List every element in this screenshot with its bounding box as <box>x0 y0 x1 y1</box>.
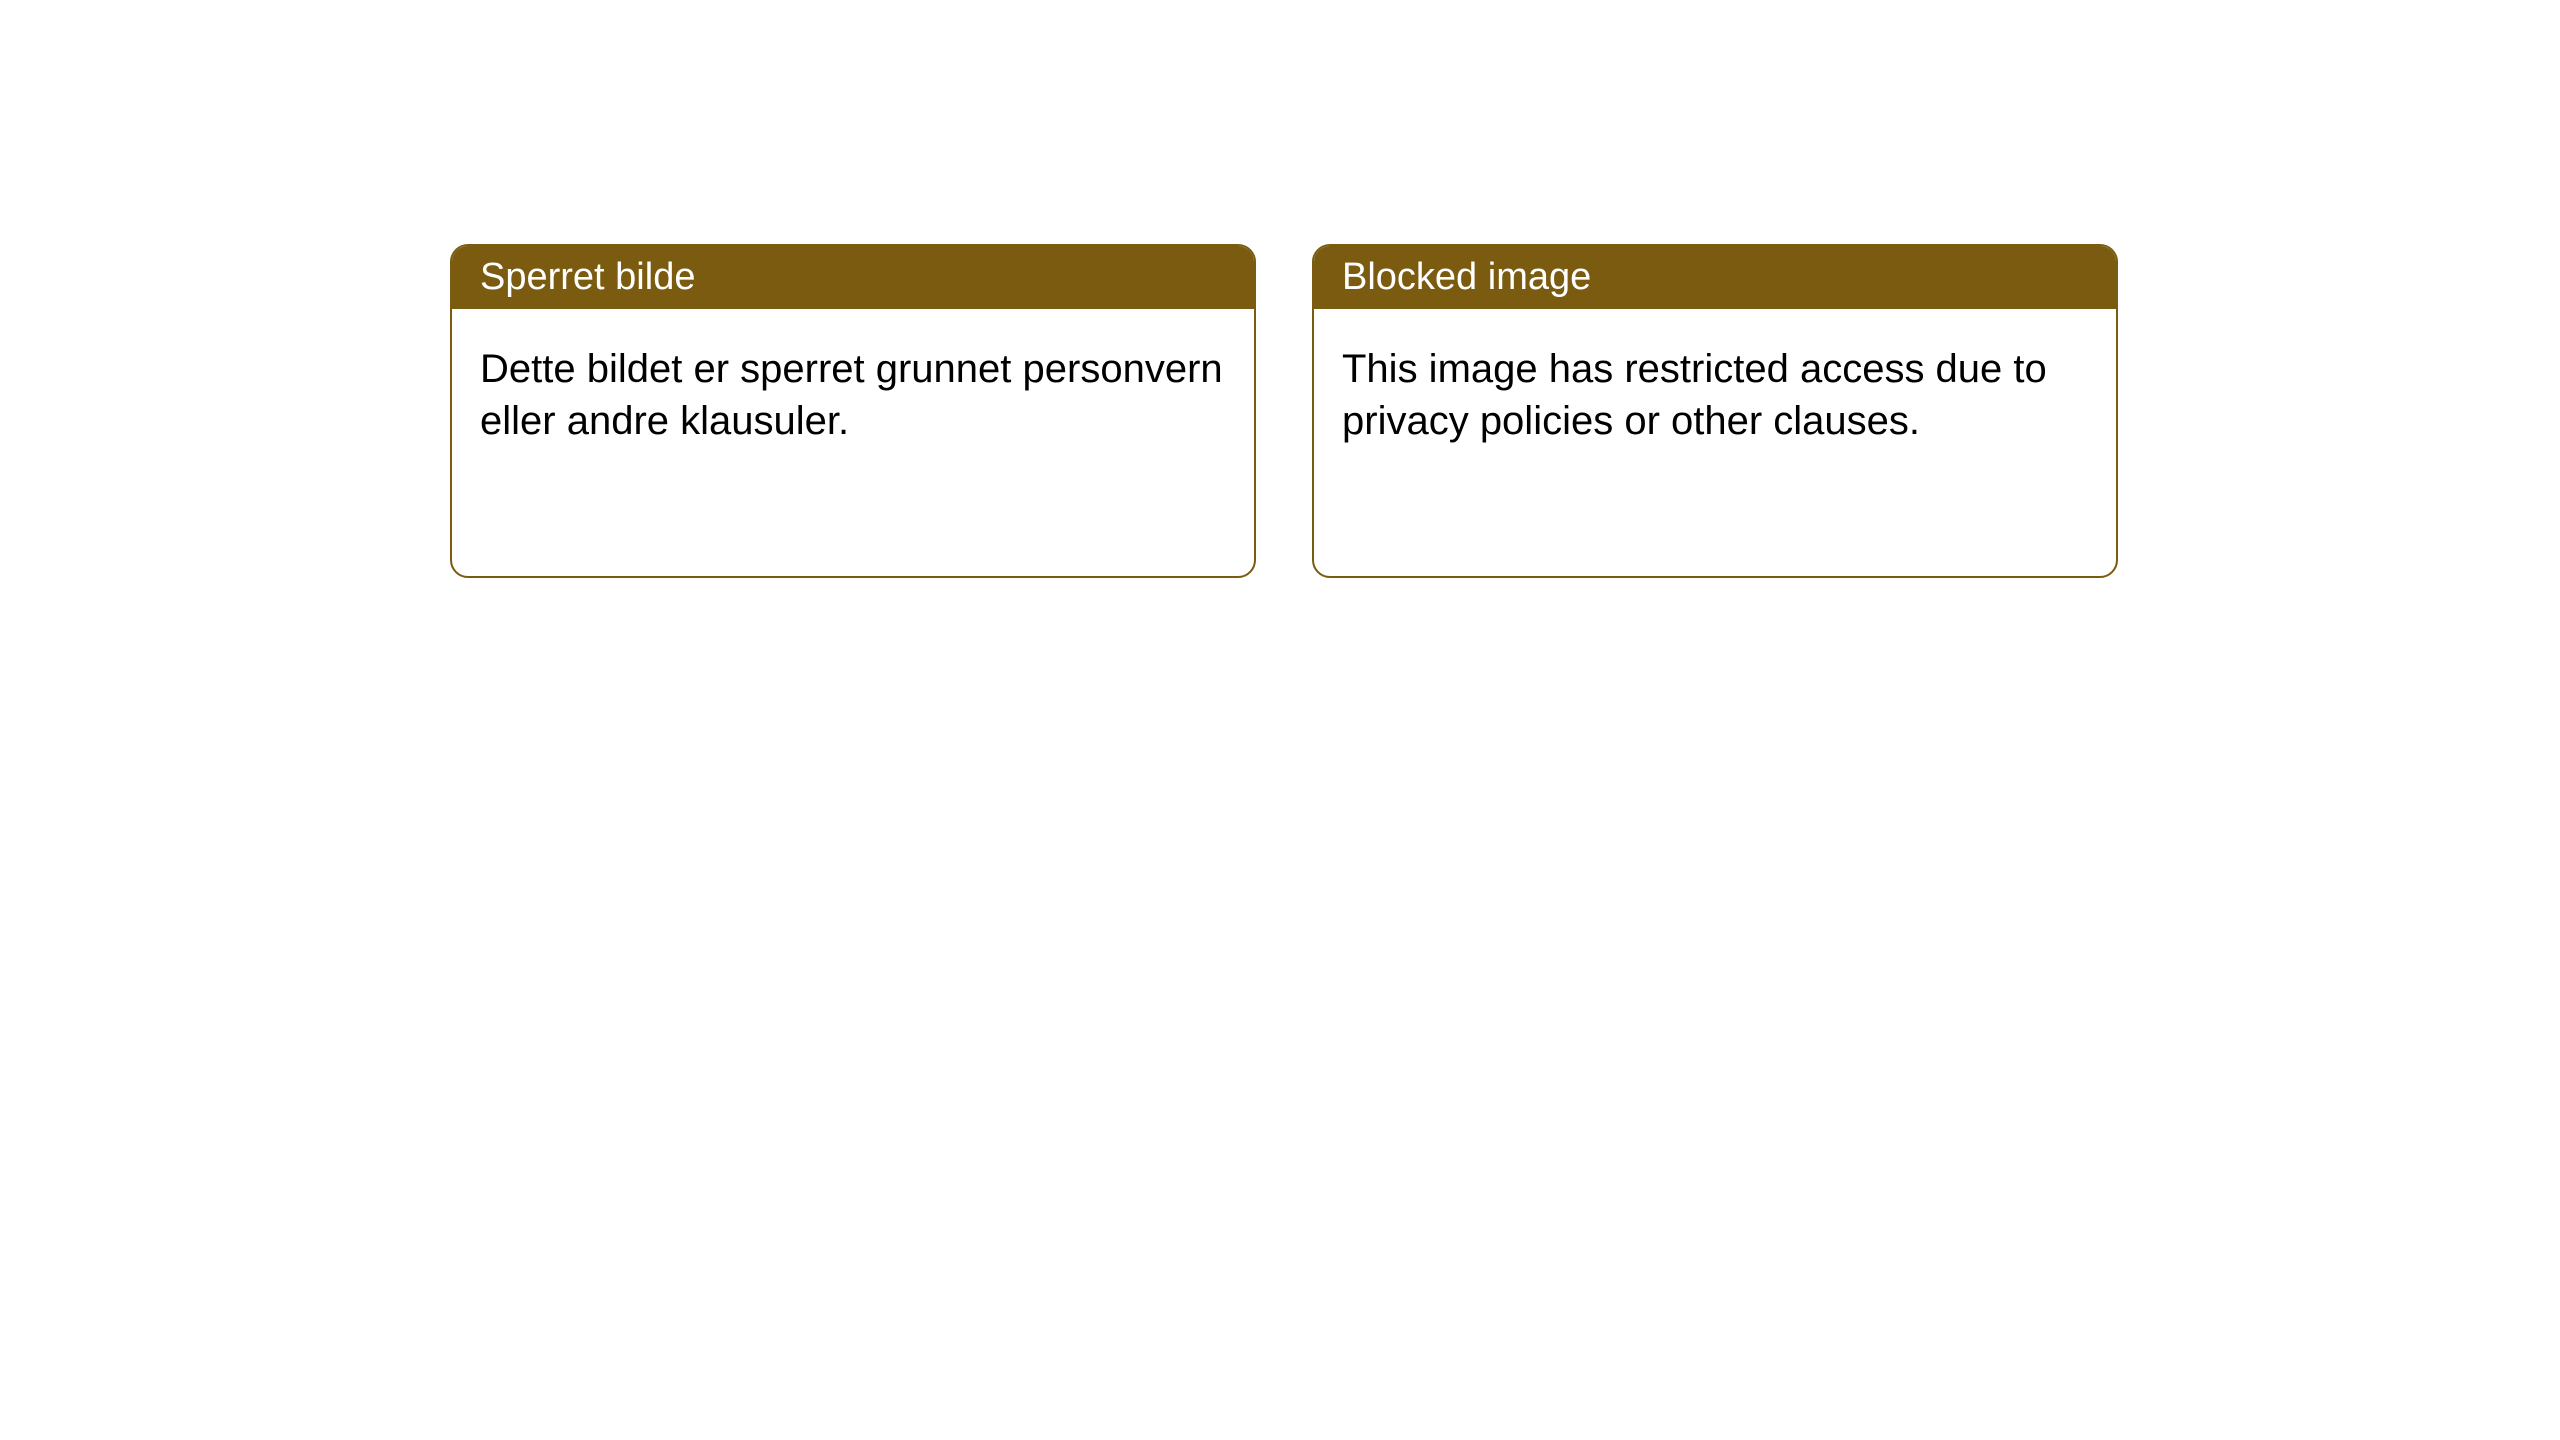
card-header-no: Sperret bilde <box>452 246 1254 309</box>
card-body-text-en: This image has restricted access due to … <box>1342 347 2047 443</box>
blocked-image-card-en: Blocked image This image has restricted … <box>1312 244 2118 578</box>
card-body-no: Dette bildet er sperret grunnet personve… <box>452 309 1254 481</box>
card-body-en: This image has restricted access due to … <box>1314 309 2116 481</box>
card-title-en: Blocked image <box>1342 256 1591 298</box>
card-container: Sperret bilde Dette bildet er sperret gr… <box>0 0 2560 578</box>
card-header-en: Blocked image <box>1314 246 2116 309</box>
card-body-text-no: Dette bildet er sperret grunnet personve… <box>480 347 1223 443</box>
card-title-no: Sperret bilde <box>480 256 695 298</box>
blocked-image-card-no: Sperret bilde Dette bildet er sperret gr… <box>450 244 1256 578</box>
